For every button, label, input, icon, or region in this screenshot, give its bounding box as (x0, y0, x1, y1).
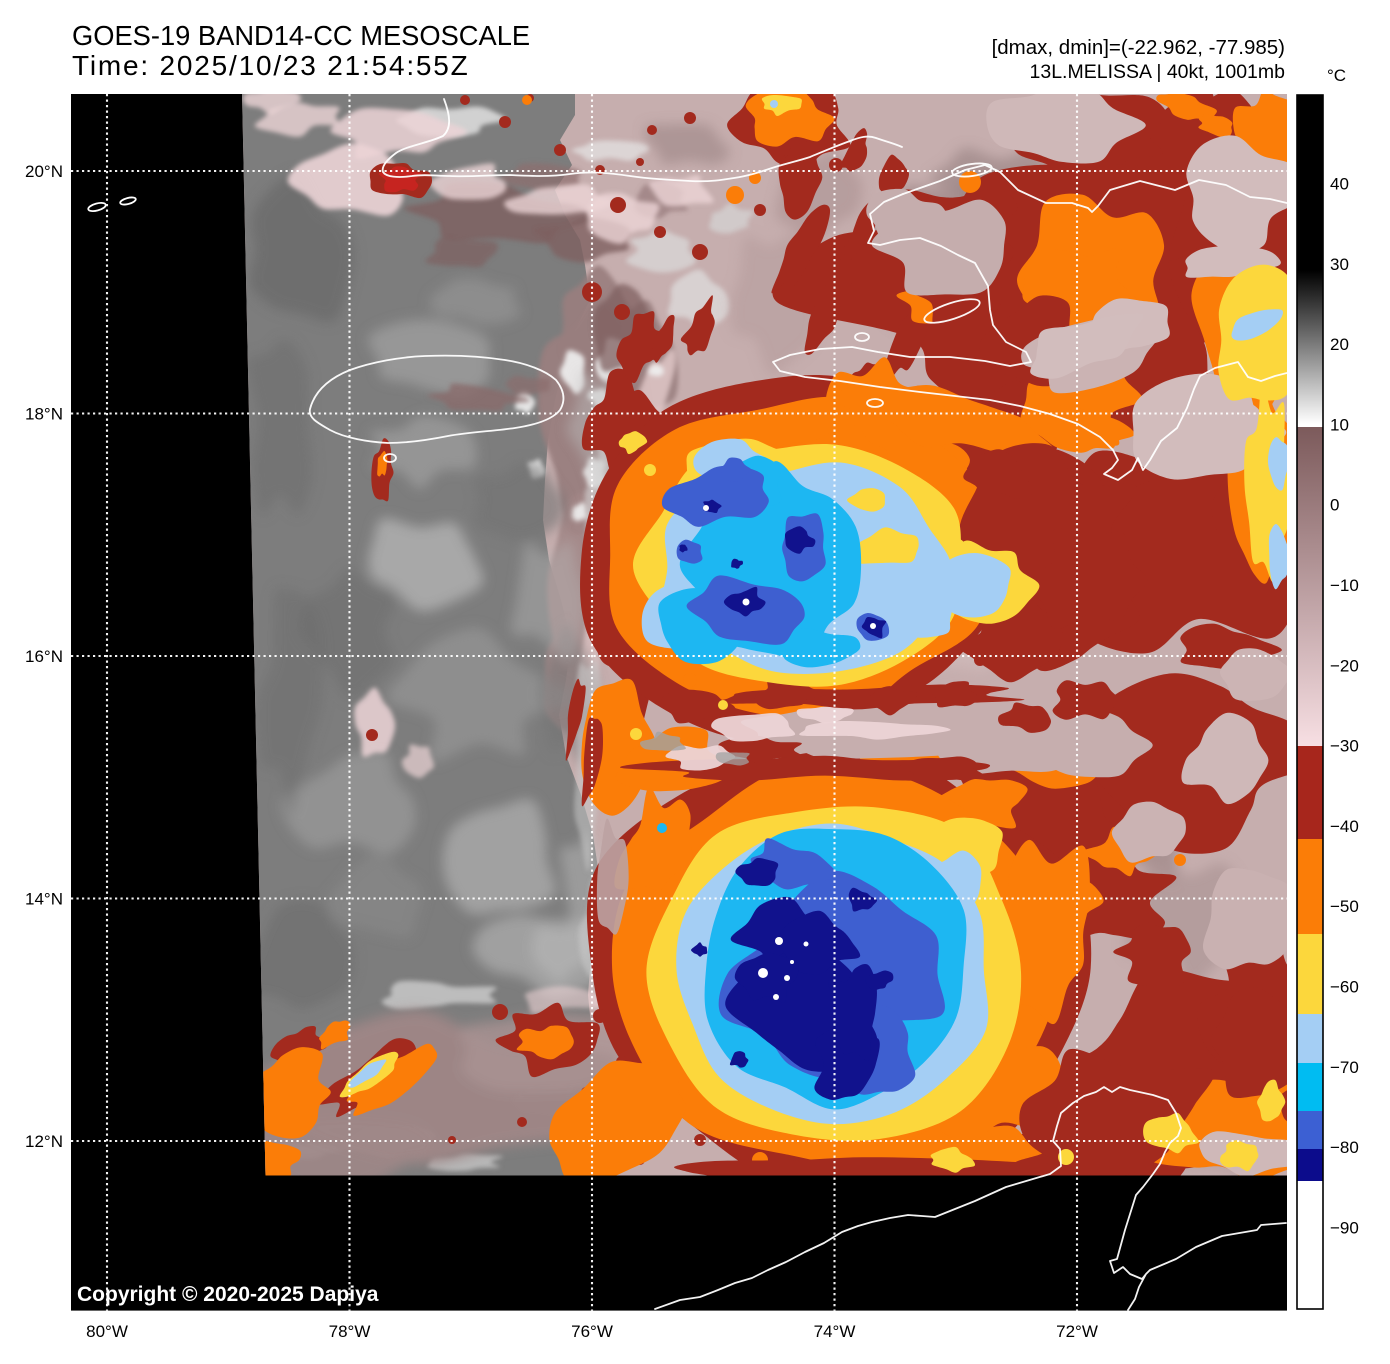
svg-text:Time: 2025/10/23 21:54:55Z: Time: 2025/10/23 21:54:55Z (72, 50, 470, 81)
svg-text:−50: −50 (1330, 897, 1359, 916)
svg-text:−10: −10 (1330, 576, 1359, 595)
svg-text:14°N: 14°N (25, 890, 63, 909)
svg-text:°C: °C (1327, 66, 1346, 85)
svg-text:−70: −70 (1330, 1058, 1359, 1077)
svg-text:−80: −80 (1330, 1138, 1359, 1157)
svg-text:30: 30 (1330, 255, 1349, 274)
svg-text:78°W: 78°W (329, 1322, 371, 1341)
svg-text:−40: −40 (1330, 817, 1359, 836)
svg-text:13L.MELISSA | 40kt, 1001mb: 13L.MELISSA | 40kt, 1001mb (1030, 61, 1286, 83)
svg-text:−20: −20 (1330, 656, 1359, 675)
svg-text:GOES-19 BAND14-CC MESOSCALE: GOES-19 BAND14-CC MESOSCALE (72, 20, 530, 51)
svg-text:20°N: 20°N (25, 162, 63, 181)
svg-text:72°W: 72°W (1056, 1322, 1098, 1341)
svg-text:80°W: 80°W (86, 1322, 128, 1341)
svg-text:−90: −90 (1330, 1218, 1359, 1237)
svg-text:20: 20 (1330, 335, 1349, 354)
svg-text:10: 10 (1330, 415, 1349, 434)
svg-text:−30: −30 (1330, 737, 1359, 756)
svg-text:Copyright © 2020-2025 Dapiya: Copyright © 2020-2025 Dapiya (77, 1283, 379, 1306)
svg-text:76°W: 76°W (571, 1322, 613, 1341)
svg-text:−60: −60 (1330, 978, 1359, 997)
svg-text:74°W: 74°W (814, 1322, 856, 1341)
svg-text:0: 0 (1330, 496, 1339, 515)
svg-text:12°N: 12°N (25, 1132, 63, 1151)
svg-text:16°N: 16°N (25, 647, 63, 666)
svg-text:40: 40 (1330, 175, 1349, 194)
svg-text:18°N: 18°N (25, 405, 63, 424)
svg-text:[dmax, dmin]=(-22.962, -77.985: [dmax, dmin]=(-22.962, -77.985) (992, 36, 1285, 59)
